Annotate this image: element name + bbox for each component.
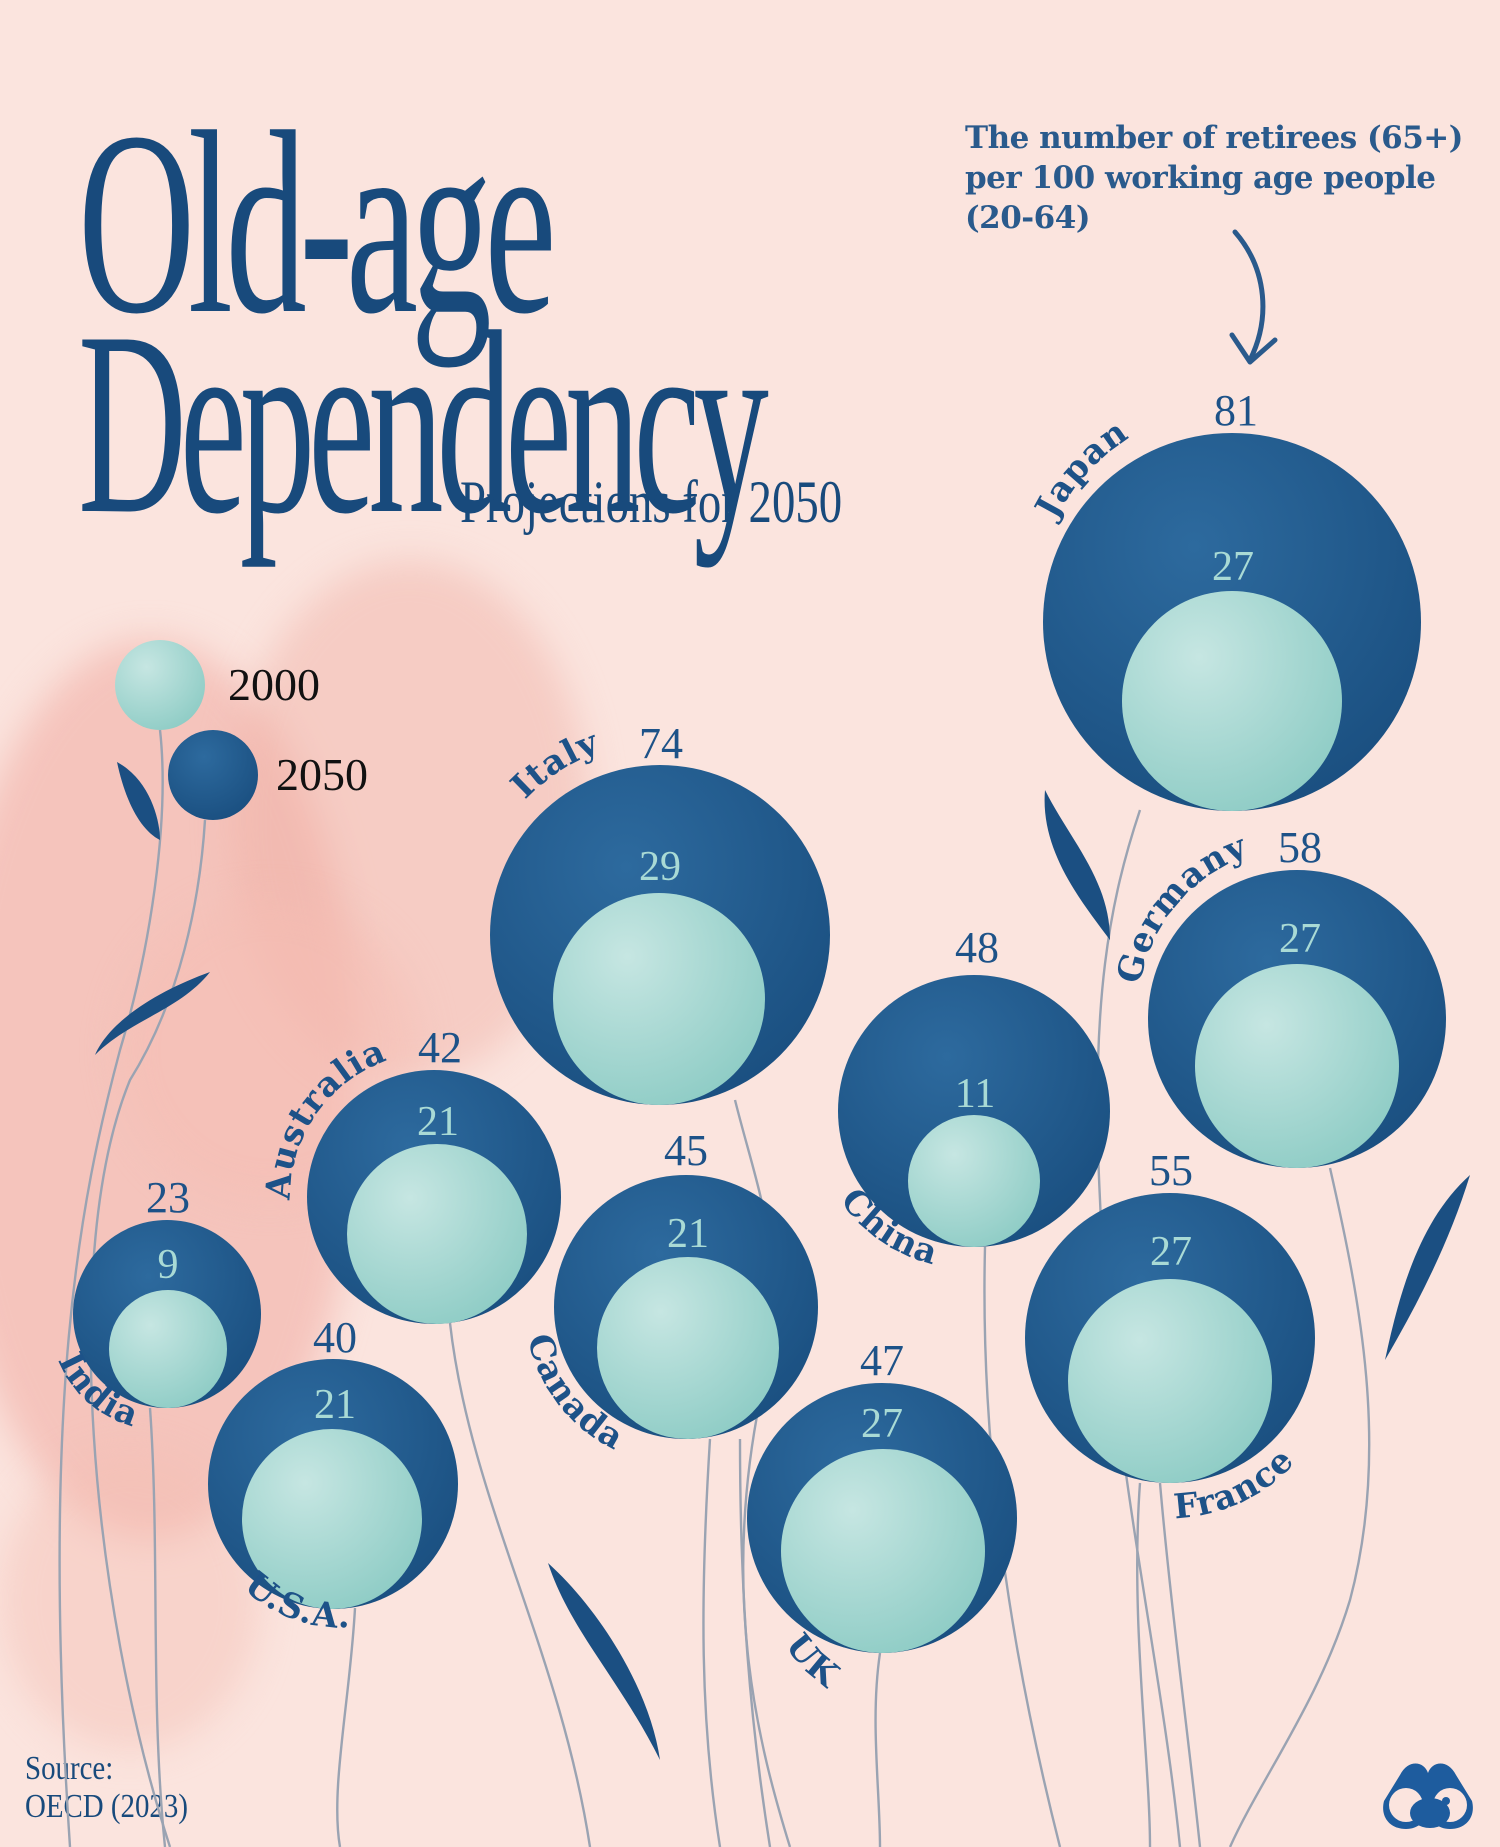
value-2050-india: 23	[146, 1173, 190, 1222]
value-2050-germany: 58	[1278, 823, 1322, 872]
legend-swatch-2050	[168, 730, 258, 820]
value-2000-india: 9	[158, 1242, 179, 1288]
value-2000-australia: 21	[417, 1099, 459, 1145]
value-2050-china: 48	[955, 923, 999, 972]
bubble-germany: 58 27 Germany	[1109, 823, 1446, 1168]
title-line-1: Old-age	[78, 78, 557, 368]
value-2000-italy: 29	[639, 844, 681, 890]
value-2050-france: 55	[1149, 1146, 1193, 1195]
flower-stems	[58, 729, 1371, 1847]
value-2000-japan: 27	[1212, 544, 1254, 590]
decorative-leaves	[95, 762, 1470, 1760]
source-label: Source:	[25, 1750, 114, 1787]
value-2050-uk: 47	[860, 1336, 904, 1385]
subtitle: Projections for 2050	[460, 469, 843, 535]
value-2000-china: 11	[955, 1071, 995, 1117]
value-2050-usa: 40	[313, 1313, 357, 1362]
value-2000-usa: 21	[314, 1382, 356, 1428]
value-2050-canada: 45	[664, 1126, 708, 1175]
legend-label-2000: 2000	[228, 659, 320, 710]
bubble-uk: 47 27 UK	[747, 1336, 1017, 1696]
bubble-canada: 45 21 Canada	[519, 1126, 818, 1458]
legend-label-2050: 2050	[276, 749, 368, 800]
value-2000-canada: 21	[667, 1211, 709, 1257]
bubble-japan: 81 27 Japan	[1026, 386, 1421, 811]
legend-swatch-2000	[115, 640, 205, 730]
value-2050-japan: 81	[1214, 386, 1258, 435]
bubble-china: 48 11 China	[833, 923, 1110, 1273]
annotation-note: The number of retirees (65+) per 100 wor…	[965, 120, 1463, 236]
bubble-usa: 40 21 U.S.A.	[208, 1313, 458, 1637]
value-2050-australia: 42	[418, 1023, 462, 1072]
legend	[115, 640, 258, 820]
bubble-australia: 42 21 Australia	[258, 1023, 561, 1324]
bubble-france: 55 27 France	[1025, 1146, 1315, 1527]
title-line-2: Dependency	[78, 278, 769, 568]
bubble-italy: 74 29 Italy	[490, 719, 830, 1105]
value-2000-uk: 27	[861, 1401, 903, 1447]
value-2000-germany: 27	[1279, 916, 1321, 962]
value-2050-italy: 74	[639, 719, 683, 768]
curved-arrow-down-icon	[1229, 229, 1278, 365]
binoculars-piggy-bank-logo-icon	[1383, 1763, 1473, 1829]
value-2000-france: 27	[1150, 1229, 1192, 1275]
bubble-india: 23 9 India	[50, 1173, 261, 1435]
